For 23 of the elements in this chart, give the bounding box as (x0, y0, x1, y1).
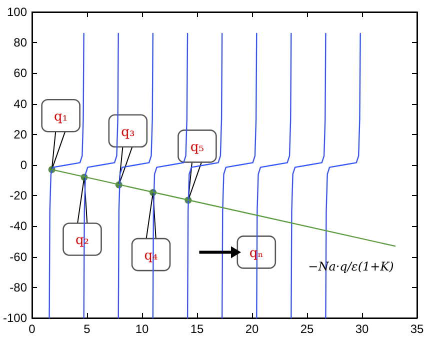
y-tick-label: 20 (14, 127, 28, 142)
x-tick-label: 5 (84, 322, 91, 336)
line-series (186, 32, 223, 319)
y-tick-label: -60 (10, 250, 28, 264)
x-tick-label: 0 (28, 322, 36, 336)
y-tick-label: -100 (2, 311, 28, 325)
y-tick-label: 40 (14, 96, 28, 111)
y-tick-label: -40 (10, 219, 28, 234)
y-tick-label: -80 (10, 280, 28, 294)
x-tick-label: 20 (245, 322, 259, 336)
annotation: q₃ (121, 124, 135, 140)
x-tick-label: 25 (300, 322, 314, 336)
annotation: q₁ (54, 110, 68, 125)
x-tick-label: 30 (355, 322, 369, 336)
y-tick-label: 100 (6, 5, 28, 19)
annotation: q₅ (190, 140, 204, 156)
x-tick-label: 10 (135, 322, 150, 336)
y-tick-label: 80 (14, 36, 28, 50)
y-tick-label: -20 (10, 188, 28, 203)
y-tick-label: 0 (20, 158, 28, 172)
x-tick-label: 35 (410, 322, 424, 336)
y-tick-label: 60 (14, 66, 28, 80)
x-tick-label: 15 (190, 322, 204, 336)
